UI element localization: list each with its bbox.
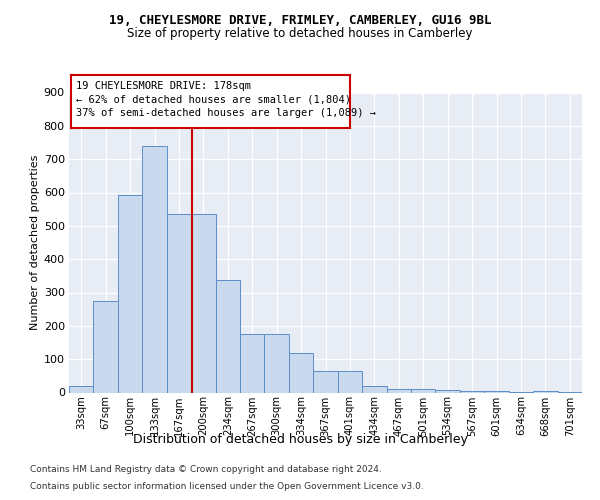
Text: Size of property relative to detached houses in Camberley: Size of property relative to detached ho… [127, 28, 473, 40]
Bar [533, 391, 557, 392]
Bar [484, 391, 509, 392]
Bar [191, 214, 215, 392]
Bar [167, 214, 191, 392]
Text: 19, CHEYLESMORE DRIVE, FRIMLEY, CAMBERLEY, GU16 9BL: 19, CHEYLESMORE DRIVE, FRIMLEY, CAMBERLE… [109, 14, 491, 27]
Bar [215, 280, 240, 392]
Bar [411, 388, 436, 392]
Bar [69, 386, 94, 392]
Bar [240, 334, 265, 392]
Bar [460, 391, 484, 392]
Text: Contains public sector information licensed under the Open Government Licence v3: Contains public sector information licen… [30, 482, 424, 491]
Bar [94, 301, 118, 392]
Bar [436, 390, 460, 392]
Text: 19 CHEYLESMORE DRIVE: 178sqm
← 62% of detached houses are smaller (1,804)
37% of: 19 CHEYLESMORE DRIVE: 178sqm ← 62% of de… [76, 82, 376, 118]
Bar [362, 386, 386, 392]
Text: Distribution of detached houses by size in Camberley: Distribution of detached houses by size … [133, 432, 467, 446]
Bar [338, 371, 362, 392]
Bar [386, 388, 411, 392]
Bar [265, 334, 289, 392]
Bar [142, 146, 167, 392]
Bar [118, 195, 142, 392]
Bar [289, 353, 313, 393]
Text: Contains HM Land Registry data © Crown copyright and database right 2024.: Contains HM Land Registry data © Crown c… [30, 465, 382, 474]
Bar [313, 371, 338, 392]
Y-axis label: Number of detached properties: Number of detached properties [29, 155, 40, 330]
